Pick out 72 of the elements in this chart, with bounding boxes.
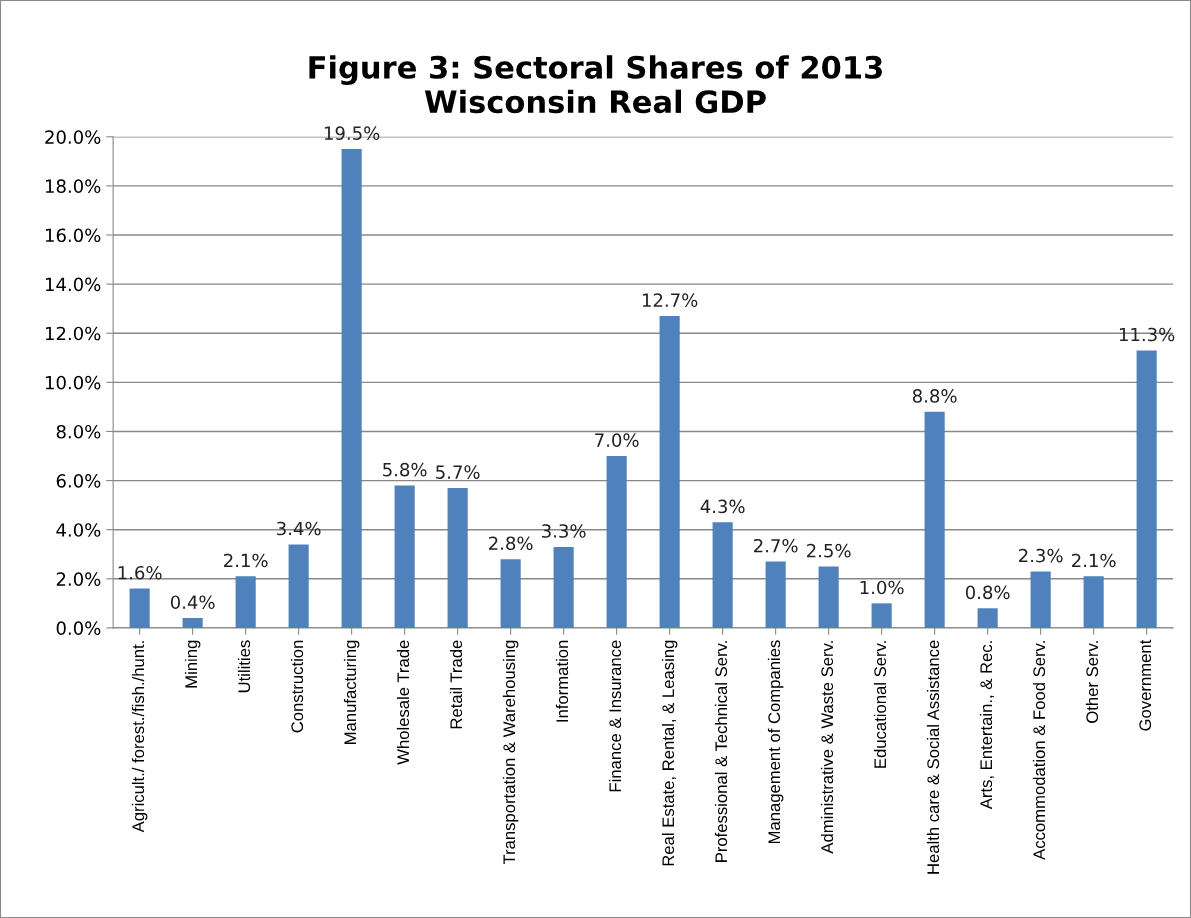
data-label: 3.4% bbox=[277, 521, 321, 536]
x-tick-label: Arts, Entertain., & Rec. bbox=[979, 641, 995, 810]
bar bbox=[394, 485, 415, 628]
y-tick-label: 16.0% bbox=[45, 228, 101, 243]
x-tick-label: Real Estate, Rental, & Leasing bbox=[661, 640, 678, 866]
x-tick-label: Management of Companies bbox=[767, 640, 784, 844]
bar bbox=[977, 608, 998, 628]
x-tick-label: Wholesale Trade bbox=[396, 640, 410, 765]
x-tick-label: Health care & Social Assistance bbox=[926, 640, 940, 874]
data-label: 1.6% bbox=[118, 565, 162, 580]
x-tick-label: Utilities bbox=[237, 640, 251, 693]
y-tick-label: 0.0% bbox=[56, 621, 101, 636]
bar bbox=[1030, 571, 1051, 628]
y-tick-label: 12.0% bbox=[45, 326, 101, 341]
x-tick-label: Other Serv. bbox=[1085, 641, 1099, 723]
bar bbox=[182, 618, 203, 628]
data-label: 0.8% bbox=[965, 585, 1010, 600]
bar bbox=[235, 576, 256, 628]
x-tick-label: Educational Serv. bbox=[873, 641, 887, 768]
x-tick-label: Mining bbox=[184, 640, 201, 688]
y-tick-label: 8.0% bbox=[56, 424, 101, 439]
bar bbox=[288, 544, 309, 628]
data-label: 19.5% bbox=[324, 126, 380, 141]
x-tick-label: Construction bbox=[290, 640, 304, 733]
bar bbox=[553, 546, 574, 628]
data-label: 4.3% bbox=[700, 499, 745, 514]
x-tick-label: Retail Trade bbox=[449, 640, 463, 729]
data-label: 1.0% bbox=[860, 580, 904, 595]
bar bbox=[606, 456, 627, 628]
bar bbox=[712, 522, 733, 628]
x-tick-label: Information bbox=[555, 640, 569, 722]
bar bbox=[924, 411, 945, 628]
data-label: 12.7% bbox=[642, 293, 698, 307]
y-tick-label: 4.0% bbox=[56, 523, 101, 537]
data-label: 5.7% bbox=[436, 465, 480, 479]
y-tick-label: 6.0% bbox=[56, 474, 101, 488]
bar bbox=[129, 588, 150, 628]
x-tick-label: Professional & Technical Serv. bbox=[714, 641, 728, 862]
data-label: 2.1% bbox=[224, 553, 268, 568]
data-label: 2.3% bbox=[1019, 548, 1063, 563]
bar bbox=[659, 316, 680, 628]
x-tick-label: Manufacturing bbox=[343, 640, 360, 744]
y-tick-label: 18.0% bbox=[45, 179, 101, 194]
bar bbox=[341, 149, 362, 628]
bar bbox=[765, 561, 786, 628]
data-label: 7.0% bbox=[595, 433, 639, 447]
data-label: 3.3% bbox=[542, 524, 586, 538]
x-tick-label: Transportation & Warehousing bbox=[502, 640, 519, 865]
x-tick-label: Finance & Insurance bbox=[608, 640, 622, 792]
chart-title: Figure 3: Sectoral Shares of 2013 Wisconsin Real GDP bbox=[309, 55, 882, 114]
bar bbox=[1136, 350, 1157, 628]
y-tick-label: 20.0% bbox=[45, 130, 101, 144]
data-label: 11.3% bbox=[1119, 327, 1175, 342]
data-label: 2.8% bbox=[489, 536, 533, 551]
y-tick-label: 14.0% bbox=[45, 277, 101, 292]
x-tick-label: Accommodation & Food Serv. bbox=[1032, 641, 1046, 860]
bar bbox=[818, 566, 839, 628]
data-label: 8.8% bbox=[912, 389, 957, 403]
bar bbox=[447, 487, 468, 628]
x-tick-label: Government bbox=[1139, 639, 1152, 731]
data-label: 0.4% bbox=[170, 595, 215, 610]
x-tick-label: Agricult./ forest./fish./hunt. bbox=[131, 641, 148, 833]
data-label: 2.7% bbox=[754, 538, 798, 553]
y-tick-label: 10.0% bbox=[45, 375, 101, 390]
bar bbox=[500, 559, 521, 628]
data-label: 2.1% bbox=[1072, 553, 1116, 568]
data-label: 5.8% bbox=[383, 462, 427, 477]
bar bbox=[871, 603, 892, 628]
data-label: 2.5% bbox=[807, 543, 851, 558]
bar bbox=[1083, 576, 1104, 628]
x-tick-label: Administrative & Waste Serv. bbox=[820, 641, 834, 854]
y-tick-label: 2.0% bbox=[56, 572, 101, 586]
